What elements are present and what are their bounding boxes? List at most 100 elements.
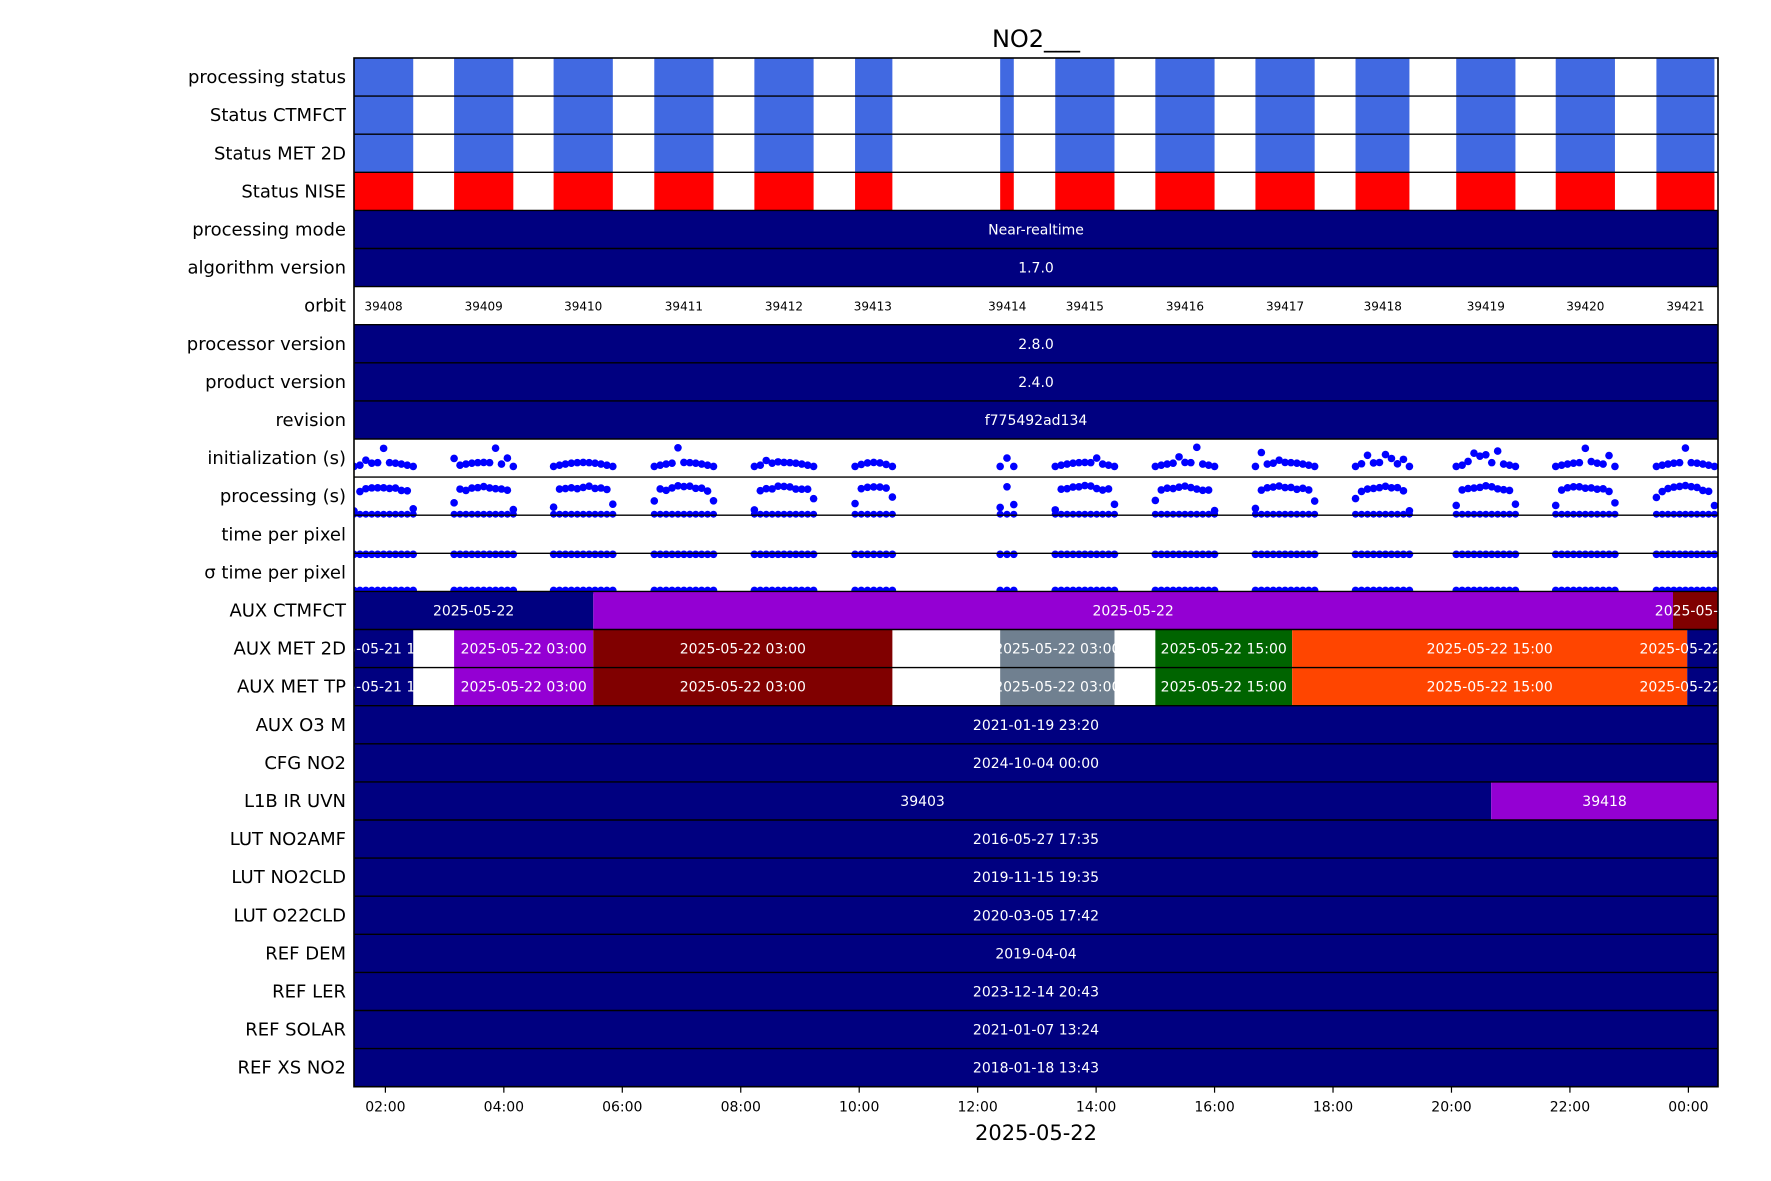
data-point — [1198, 486, 1207, 495]
data-point — [1110, 550, 1119, 559]
data-point — [1387, 510, 1395, 518]
timeline-bar — [1687, 667, 1718, 706]
data-point — [888, 550, 897, 559]
timeline-bar — [454, 667, 594, 706]
data-point — [1198, 550, 1207, 559]
data-point — [1581, 484, 1590, 493]
data-point — [1375, 550, 1384, 559]
data-point — [1057, 510, 1065, 518]
data-point — [585, 550, 593, 559]
data-point — [1551, 462, 1560, 471]
status-bar — [1155, 134, 1215, 173]
data-point — [686, 458, 694, 467]
data-point — [379, 483, 388, 492]
orbit-number: 39412 — [765, 300, 803, 314]
data-point — [603, 510, 611, 518]
bar-label: 2025-05-22 15:00 — [1640, 642, 1766, 658]
orbit-number: 39415 — [1066, 300, 1104, 314]
row-label: revision — [275, 410, 346, 431]
data-point — [1086, 458, 1095, 467]
data-point — [1187, 458, 1195, 467]
data-point — [1364, 510, 1372, 518]
data-point — [1003, 510, 1011, 518]
data-point — [591, 484, 599, 493]
data-point — [1699, 510, 1707, 518]
data-point — [403, 550, 412, 559]
data-point — [485, 484, 494, 492]
status-bar — [1656, 172, 1715, 211]
data-point — [1051, 462, 1060, 471]
status-bar — [1255, 134, 1315, 173]
orbit-number: 39421 — [1666, 300, 1704, 314]
data-point — [561, 484, 570, 493]
status-bar — [1555, 96, 1615, 135]
data-point — [1057, 550, 1065, 559]
row-label: LUT O22CLD — [233, 905, 346, 926]
data-point — [1458, 486, 1466, 494]
data-point — [1269, 550, 1278, 559]
data-point — [1009, 462, 1018, 471]
data-point — [1569, 459, 1578, 467]
status-bar — [354, 172, 414, 211]
data-point — [609, 510, 617, 518]
data-point — [1500, 510, 1508, 518]
data-point — [1499, 460, 1508, 468]
data-point — [1157, 550, 1166, 559]
data-point — [561, 460, 570, 468]
data-point — [1263, 510, 1271, 518]
data-point — [573, 458, 582, 467]
data-point — [1710, 462, 1718, 471]
data-point — [662, 486, 670, 495]
row-label: AUX CTMFCT — [229, 600, 347, 621]
data-point — [674, 550, 682, 559]
data-point — [362, 484, 370, 493]
data-point — [1075, 458, 1083, 467]
data-point — [579, 550, 588, 559]
data-point — [1009, 500, 1018, 509]
data-point — [555, 485, 564, 493]
status-bar — [754, 96, 814, 135]
data-point — [1381, 550, 1390, 559]
data-point — [385, 458, 394, 467]
data-point — [797, 550, 806, 559]
data-point — [692, 510, 700, 518]
data-point — [1670, 483, 1678, 491]
data-point — [809, 550, 818, 559]
data-point — [857, 460, 866, 469]
data-point — [491, 550, 500, 559]
status-bar — [1255, 58, 1315, 97]
data-point — [1269, 510, 1277, 518]
data-point — [1151, 550, 1160, 559]
data-point — [1405, 462, 1414, 471]
data-point — [1482, 450, 1490, 459]
data-point — [1310, 462, 1319, 471]
x-tick-label: 00:00 — [1668, 1100, 1708, 1116]
data-point — [473, 550, 482, 559]
data-point — [1169, 459, 1177, 467]
data-point — [579, 483, 588, 492]
bar-label: f775492ad134 — [985, 413, 1088, 429]
data-point — [403, 461, 412, 469]
data-point — [1175, 510, 1183, 518]
row-label: Status NISE — [241, 181, 346, 202]
data-point — [1699, 550, 1707, 559]
data-point — [473, 458, 482, 467]
data-point — [1069, 550, 1077, 559]
data-point — [356, 550, 364, 559]
data-point — [1575, 458, 1584, 467]
data-point — [1204, 550, 1213, 559]
x-tick-label: 06:00 — [602, 1100, 642, 1116]
data-point — [1593, 485, 1601, 493]
data-point — [1470, 550, 1478, 559]
data-point — [1293, 550, 1301, 559]
data-point — [668, 484, 676, 492]
timeline-bar — [1000, 667, 1115, 706]
timeline-bar — [1155, 667, 1293, 706]
bar-label: 2.4.0 — [1018, 375, 1054, 391]
data-point — [774, 458, 782, 466]
data-point — [1175, 453, 1183, 461]
orbit-number: 39419 — [1467, 300, 1505, 314]
data-point — [1658, 550, 1667, 559]
data-point — [1257, 510, 1265, 518]
row-label: time per pixel — [221, 524, 346, 545]
